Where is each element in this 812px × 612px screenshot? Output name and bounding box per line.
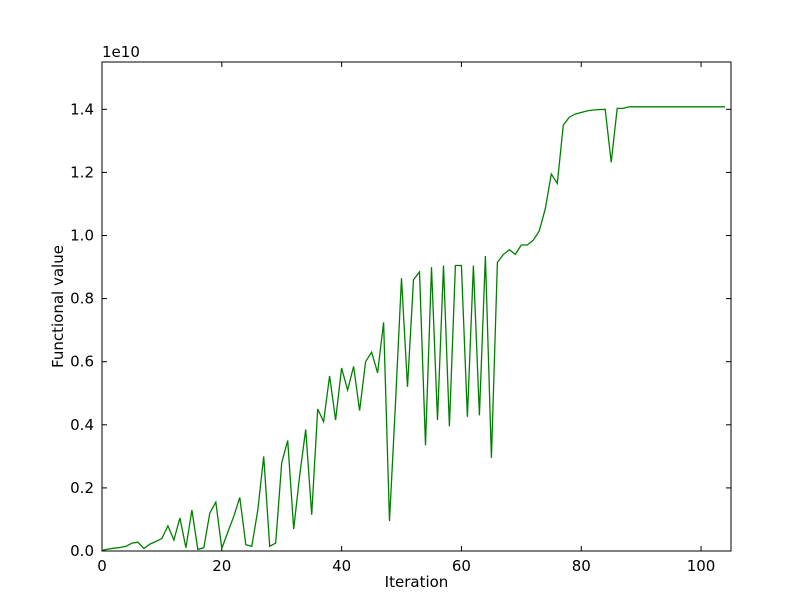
y-tick-label: 0.0	[70, 542, 94, 560]
y-offset-label: 1e10	[102, 43, 140, 61]
y-tick-label: 0.2	[70, 479, 94, 497]
y-axis-label: Functional value	[49, 245, 67, 368]
x-tick-label: 20	[212, 557, 231, 575]
series-line	[101, 106, 725, 552]
y-tick-label: 0.6	[70, 353, 94, 371]
y-tick-label: 0.4	[70, 416, 94, 434]
tick-labels: 0 20 40 60 80 100 0.0 0.2 0.4 0.6 0.8 1.0 1.2 1.4	[70, 100, 715, 575]
y-tick-label: 0.8	[70, 290, 94, 308]
y-tick-label: 1.0	[70, 227, 94, 245]
plot-area	[101, 106, 725, 552]
x-axis-label: Iteration	[385, 573, 449, 591]
plot-frame	[101, 61, 732, 552]
x-tick-label: 40	[332, 557, 351, 575]
x-tick-label: 60	[452, 557, 471, 575]
x-tick-label: 0	[97, 557, 107, 575]
x-tick-label: 80	[572, 557, 591, 575]
y-tick-label: 1.2	[70, 163, 94, 181]
x-tick-label: 100	[687, 557, 716, 575]
y-tick-label: 1.4	[70, 100, 94, 118]
